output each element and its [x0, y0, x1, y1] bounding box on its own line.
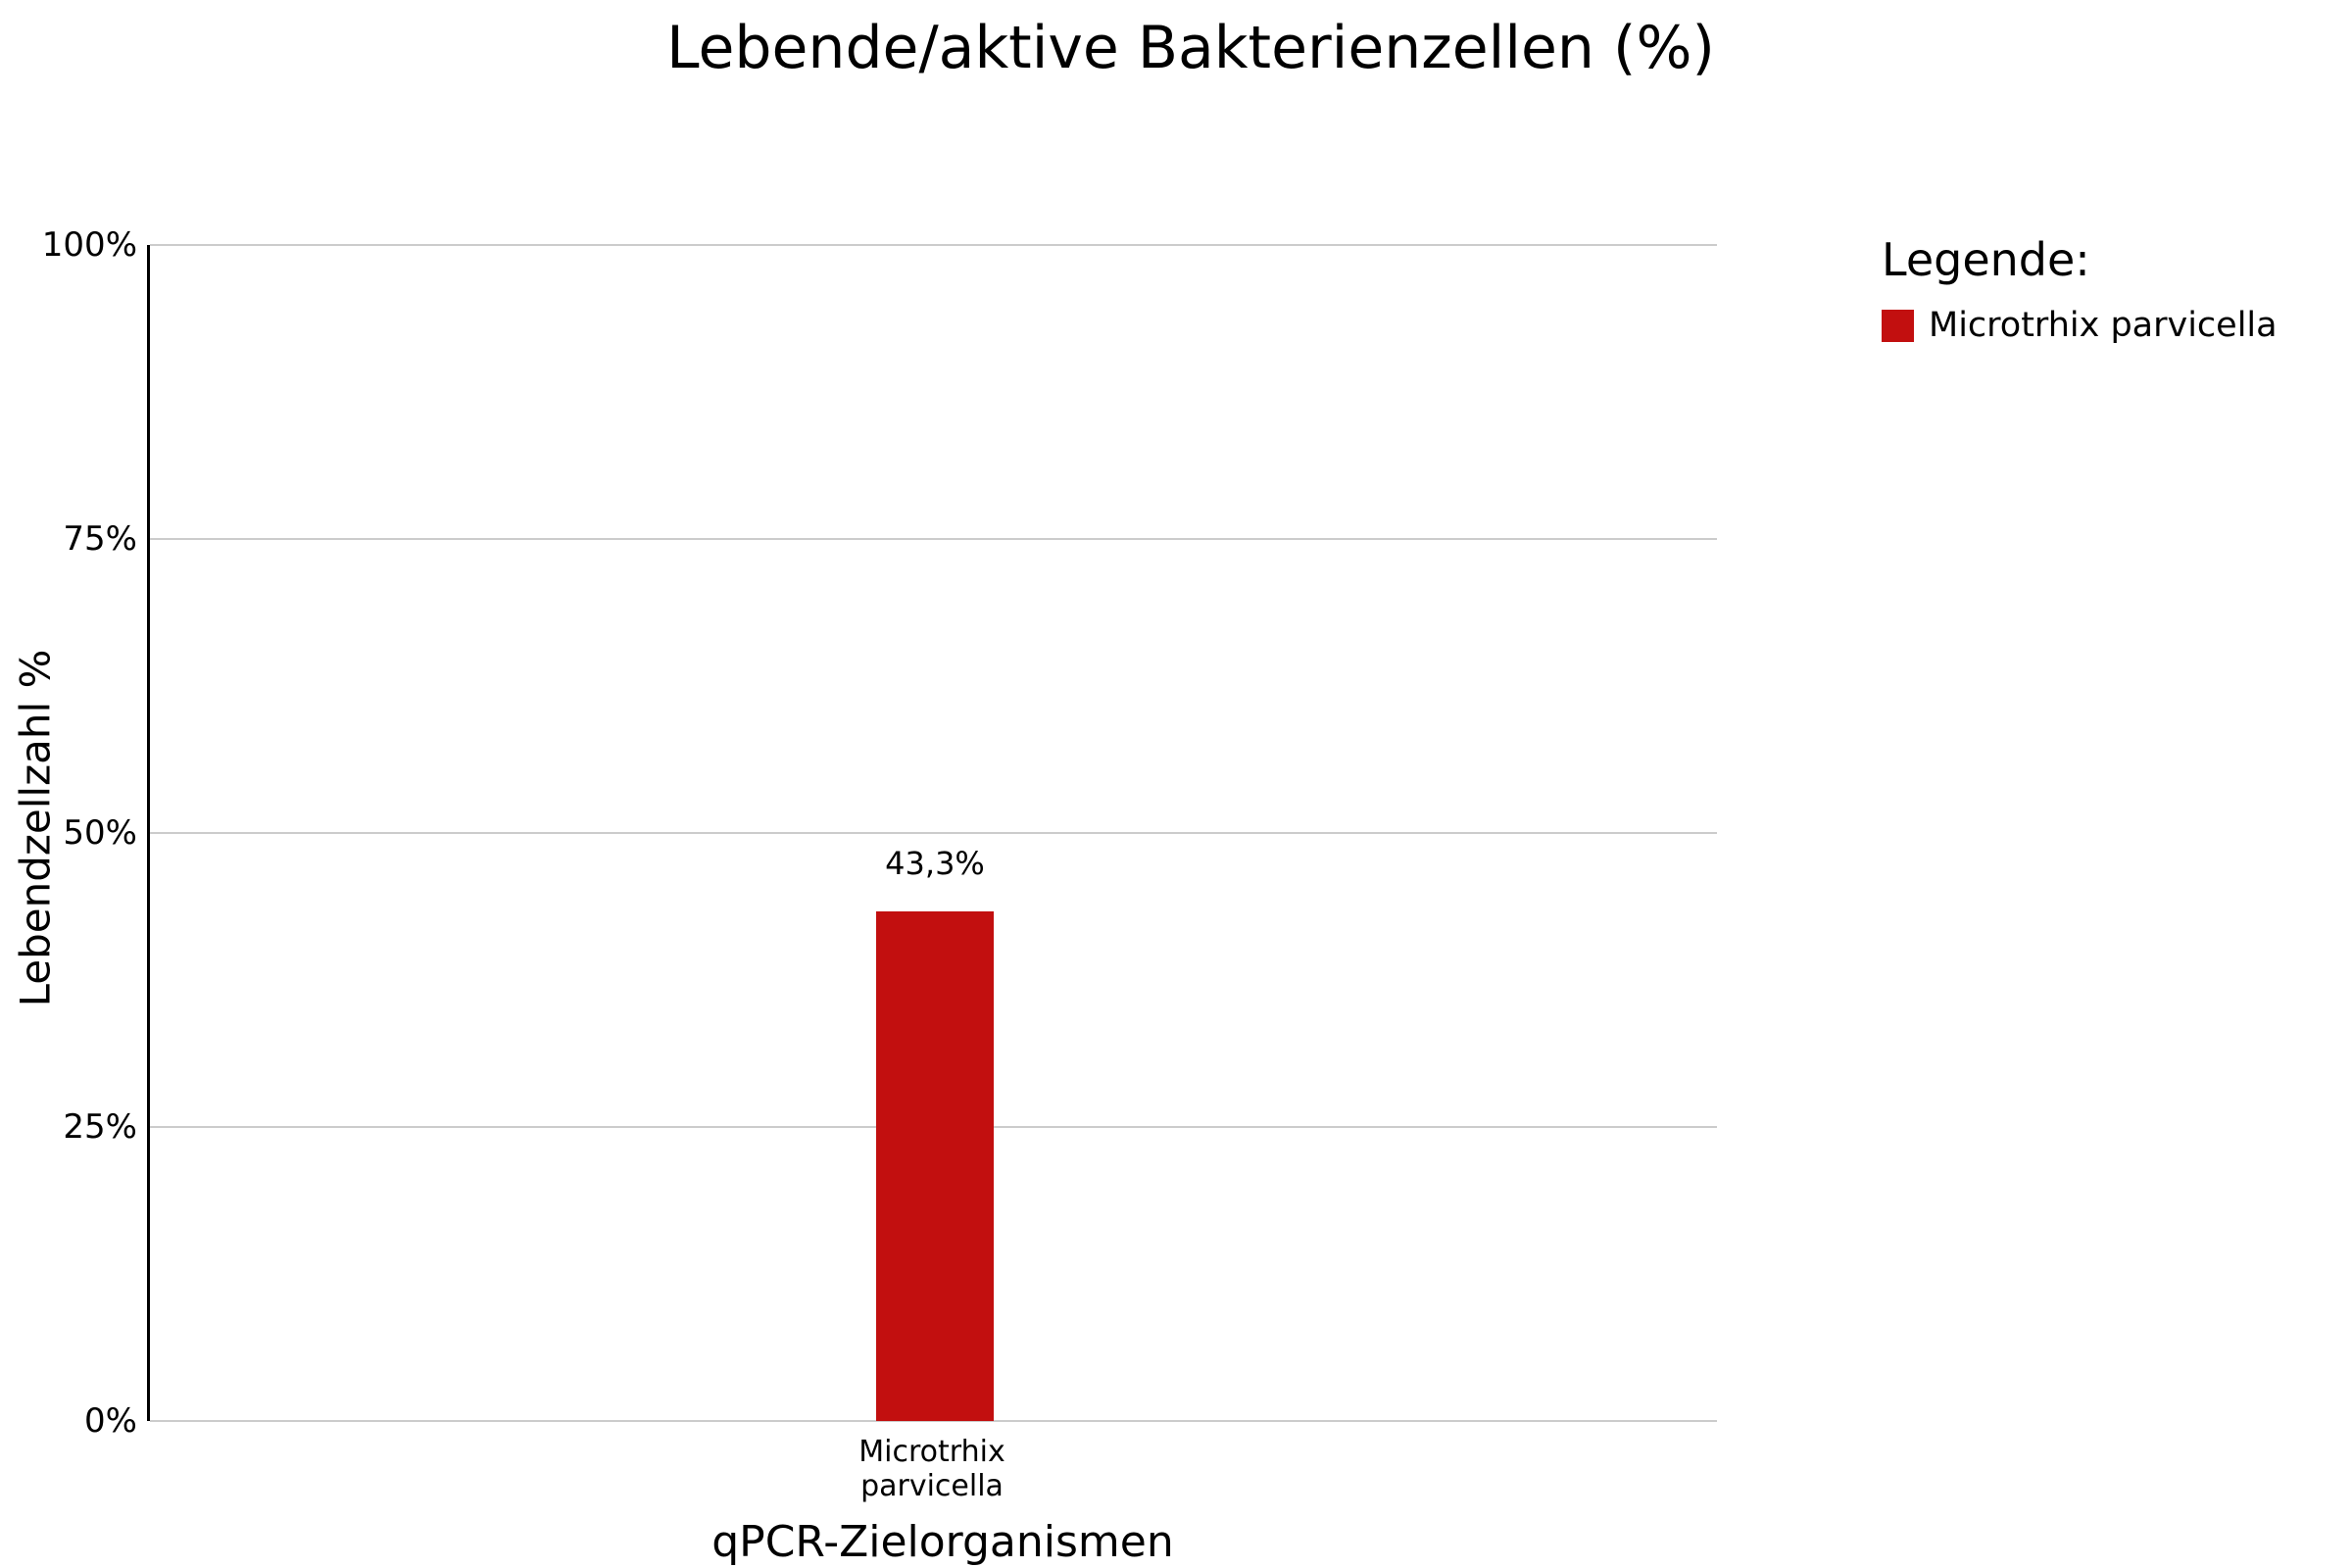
legend-title: Legende: — [1882, 233, 2090, 286]
gridline-0 — [150, 1420, 1717, 1422]
y-tick-100: 100% — [41, 225, 137, 265]
legend-item: Microtrhix parvicella — [1882, 306, 2278, 345]
y-tick-75: 75% — [63, 519, 137, 559]
gridline-100 — [150, 244, 1717, 246]
legend-item-label: Microtrhix parvicella — [1929, 306, 2278, 345]
gridline-75 — [150, 538, 1717, 540]
x-category-label: Microtrhix parvicella — [858, 1435, 1005, 1503]
bar-value-label: 43,3% — [885, 845, 985, 882]
gridline-50 — [150, 832, 1717, 834]
y-tick-0: 0% — [84, 1401, 137, 1441]
x-axis-title: qPCR-Zielorganismen — [711, 1517, 1174, 1567]
bar-microtrhix-parvicella — [876, 911, 994, 1421]
chart-title: Lebende/aktive Bakterienzellen (%) — [666, 14, 1715, 82]
y-tick-25: 25% — [63, 1107, 137, 1147]
y-tick-50: 50% — [63, 813, 137, 853]
legend-swatch-icon — [1882, 309, 1914, 342]
legend: Legende: Microtrhix parvicella — [1882, 233, 2278, 345]
plot-area: 43,3% — [147, 244, 1717, 1422]
